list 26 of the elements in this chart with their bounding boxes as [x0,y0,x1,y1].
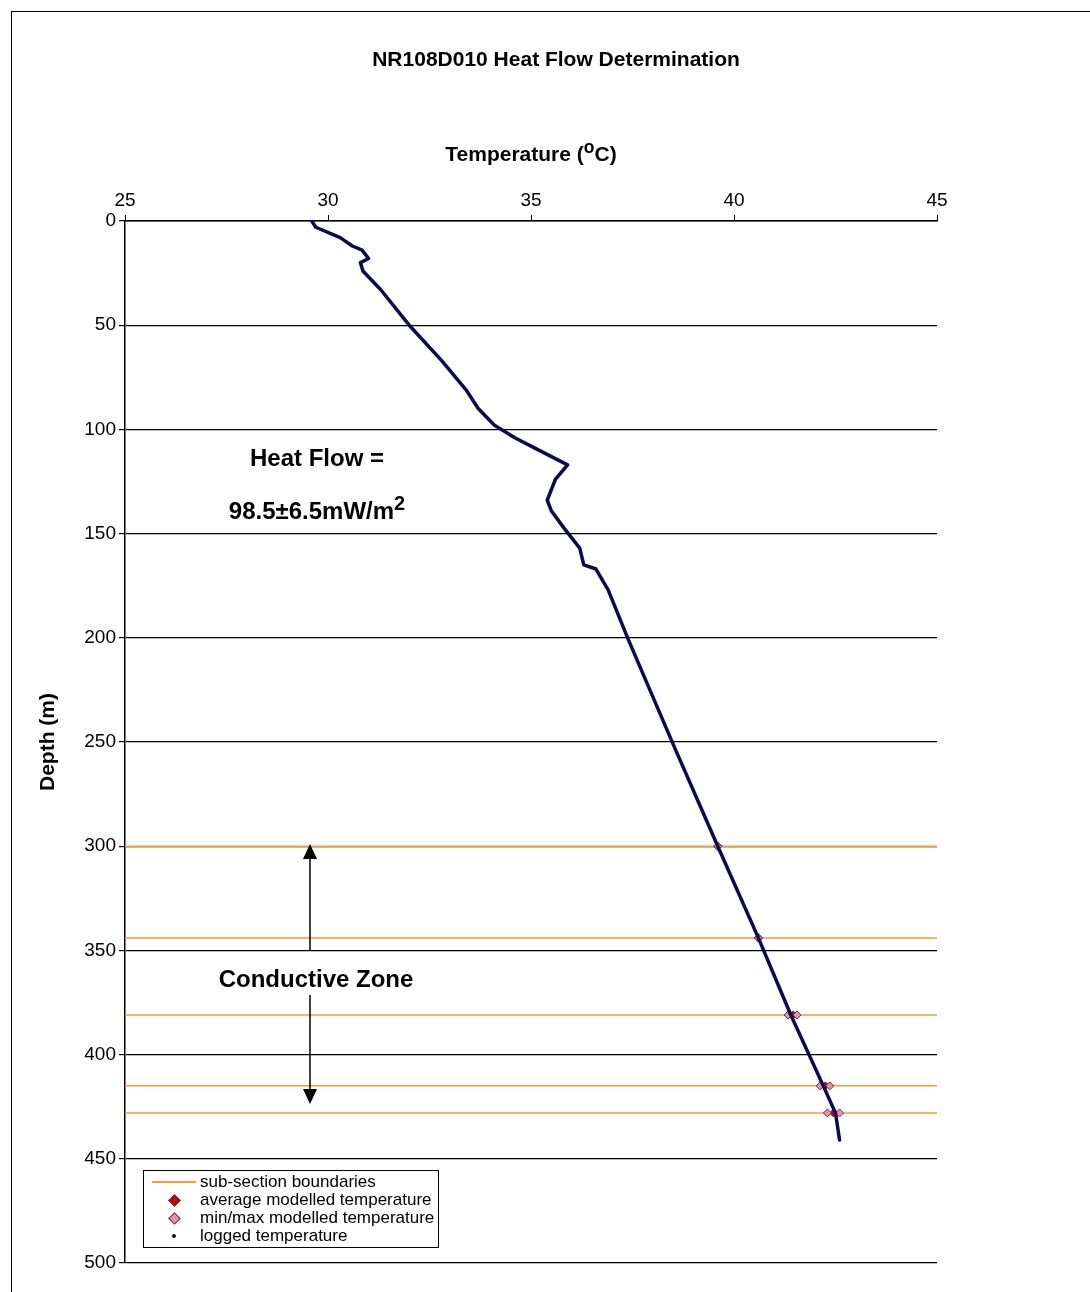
y-tick-label: 300 [84,834,116,856]
y-tick-label: 100 [84,417,116,439]
y-tick-label: 250 [84,730,116,752]
legend-label: average modelled temperature [200,1190,432,1209]
chart-title: NR108D010 Heat Flow Determination [372,47,740,71]
y-tick-label: 200 [84,626,116,648]
x-tick-label: 40 [723,188,745,210]
y-axis-title: Depth (m) [35,693,59,791]
legend-label: logged temperature [200,1226,348,1245]
legend-label: min/max modelled temperature [200,1208,435,1227]
x-tick-label: 45 [926,188,948,210]
annotation: Conductive Zone [218,965,414,993]
x-tick-label: 25 [114,188,136,210]
x-tick-label: 30 [317,188,339,210]
y-tick-label: 50 [94,313,116,335]
annotation: 98.5±6.5mW/m$^{2}$ [228,492,406,525]
x-tick-label: 35 [520,188,542,210]
annotation: Heat Flow = [249,444,385,472]
y-tick-label: 400 [84,1042,116,1064]
y-tick-label: 350 [84,938,116,960]
x-axis-title: Temperature ($^{o}$C) [445,137,617,166]
legend-label: sub-section boundaries [200,1172,376,1191]
y-tick-label: 450 [84,1147,116,1169]
y-tick-label: 500 [84,1251,116,1273]
y-tick-label: 150 [84,521,116,543]
y-tick-label: 0 [105,209,116,231]
